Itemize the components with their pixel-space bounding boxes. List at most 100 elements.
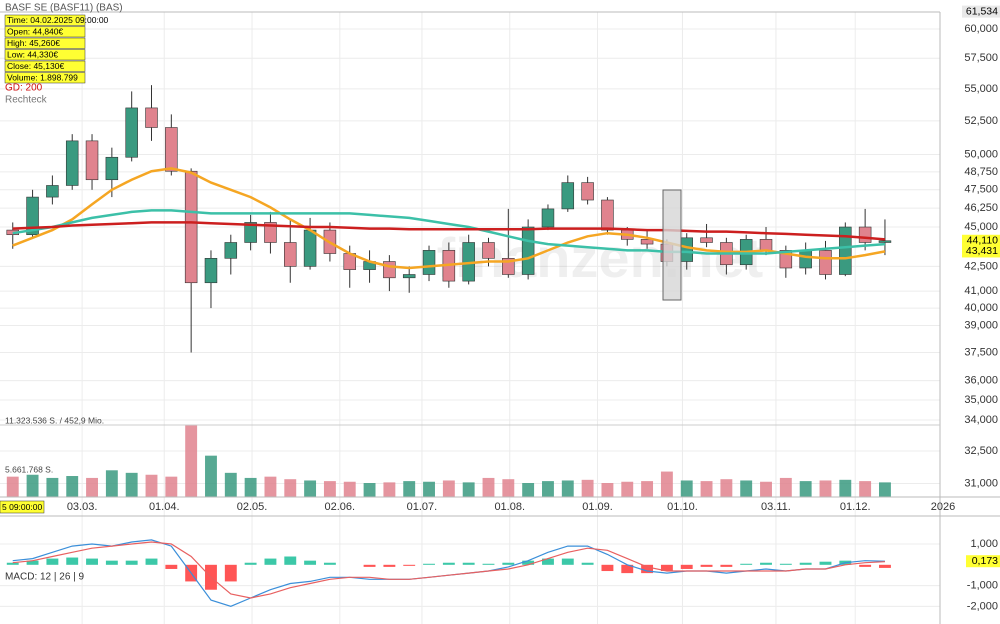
volume-bar — [482, 477, 495, 497]
candle-body — [819, 250, 832, 275]
volume-bar — [601, 483, 614, 497]
x-tick-label: 01.10. — [667, 501, 698, 513]
volume-bar — [760, 481, 772, 497]
y-tick-label: 45,000 — [964, 221, 998, 233]
info-box-row — [4, 26, 86, 38]
x-tick-label: 01.07. — [407, 501, 438, 513]
macd-histogram-bar — [304, 560, 317, 565]
cursor-label: 5 09:00:00 — [2, 502, 42, 512]
candle-body — [65, 140, 79, 186]
y-tick-label: 47,500 — [964, 184, 998, 196]
volume-bar — [700, 481, 713, 497]
x-tick-label: 01.12. — [840, 501, 871, 513]
volume-bar — [799, 481, 812, 497]
candle-body — [145, 107, 158, 128]
candle-body — [502, 258, 515, 275]
macd-histogram-bar — [740, 563, 753, 565]
chart-title: BASF SE (BASF11) (BAS) — [5, 3, 123, 14]
info-text: High: 45,260€ — [7, 38, 60, 48]
candle-body — [601, 199, 614, 231]
volume-bar — [819, 480, 832, 497]
indicator-label: GD: 200 — [5, 83, 43, 94]
moving-average-line — [12, 209, 886, 255]
info-box-row — [4, 60, 86, 72]
volume-bar — [403, 481, 416, 497]
volume-bar — [779, 477, 792, 497]
macd-tick-label: 1,000 — [970, 538, 998, 550]
y-tick-label: 50,000 — [964, 148, 998, 160]
y-tick-label: 36,000 — [964, 375, 998, 387]
volume-bar — [224, 472, 237, 497]
macd-histogram-bar — [442, 562, 455, 565]
info-text: Low: 44,330€ — [7, 49, 58, 59]
volume-bar — [105, 470, 118, 497]
volume-bar — [86, 477, 98, 497]
macd-histogram-bar — [879, 564, 891, 568]
candle-body — [561, 182, 575, 210]
y-tick-label: 32,500 — [964, 445, 998, 457]
macd-histogram-bar — [46, 558, 59, 565]
macd-tick-label: -1,000 — [967, 579, 998, 591]
volume-bar — [879, 482, 891, 497]
macd-histogram-bar — [482, 563, 495, 565]
candle-body — [858, 226, 872, 243]
x-tick-label: 2026 — [931, 501, 955, 513]
macd-line — [12, 541, 886, 599]
macd-histogram-bar — [601, 564, 614, 572]
macd-histogram-bar — [145, 558, 158, 565]
candle-body — [700, 237, 713, 243]
volume-bar — [660, 471, 673, 497]
candle-body — [383, 261, 396, 279]
volume-bar — [522, 483, 535, 497]
price-label-box — [962, 5, 1000, 18]
candle-body — [165, 127, 178, 172]
macd-histogram-bar — [502, 562, 515, 565]
volume-bar — [542, 481, 554, 497]
candle-body — [284, 242, 297, 267]
y-tick-label: 48,750 — [964, 166, 998, 178]
volume-bar — [720, 479, 733, 497]
macd-histogram-bar — [105, 560, 118, 565]
candle-body — [224, 242, 238, 259]
macd-histogram-bar — [641, 564, 654, 574]
price-label: 61,534 — [966, 5, 998, 17]
volume-bar — [621, 481, 634, 497]
macd-histogram-bar — [323, 562, 336, 565]
volume-bar — [26, 474, 39, 497]
macd-histogram-bar — [26, 560, 39, 565]
candle-body — [244, 222, 257, 243]
candle-body — [402, 274, 416, 279]
info-text: Time: 04.02.2025 09:00:00 — [7, 15, 109, 25]
macd-histogram-bar — [66, 557, 79, 565]
volume-bar — [284, 479, 297, 497]
x-tick-label: 01.04. — [149, 501, 180, 513]
macd-current-label: 0,173 — [972, 555, 998, 567]
macd-histogram-bar — [799, 562, 812, 565]
macd-histogram-bar — [6, 562, 19, 565]
info-box-row — [4, 14, 86, 26]
volume-bar — [343, 481, 356, 497]
volume-mid-label: 5.661.768 S. — [5, 464, 53, 474]
macd-current-box — [966, 555, 1000, 568]
info-text: Open: 44,840€ — [7, 26, 64, 36]
macd-histogram-bar — [542, 558, 554, 565]
macd-histogram-bar — [522, 560, 535, 565]
candle-body — [303, 229, 317, 267]
macd-histogram-bar — [819, 561, 832, 565]
volume-bar — [304, 480, 317, 497]
candle-body — [680, 237, 693, 262]
volume-bar — [641, 481, 654, 497]
y-tick-label: 42,500 — [964, 260, 998, 272]
volume-max-label: 11.323.536 S. / 452,9 Mio. — [5, 415, 104, 425]
volume-bar — [185, 425, 198, 497]
volume-bar — [581, 479, 594, 497]
macd-histogram-bar — [779, 563, 792, 565]
candle-body — [264, 222, 277, 243]
macd-histogram-bar — [165, 564, 178, 569]
volume-bar — [205, 455, 217, 497]
y-tick-label: 52,500 — [964, 115, 998, 127]
macd-histogram-bar — [859, 564, 872, 567]
candle-body — [759, 239, 773, 251]
candle-body — [839, 226, 852, 275]
